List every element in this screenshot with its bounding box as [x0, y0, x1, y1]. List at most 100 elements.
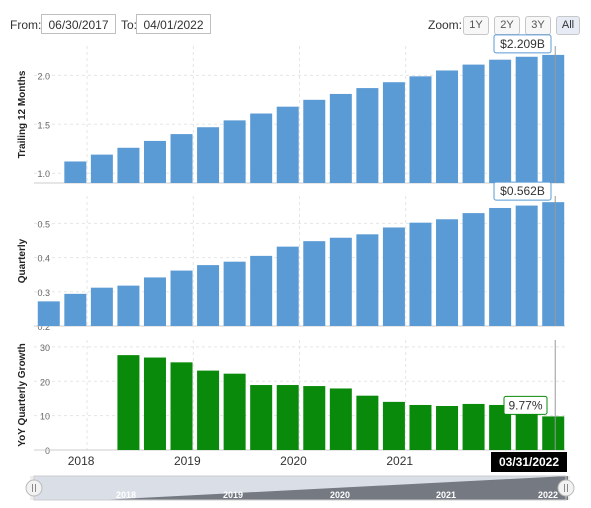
bar[interactable]: [542, 54, 565, 183]
value-tooltip: $2.209B: [493, 34, 552, 54]
bar[interactable]: [223, 373, 246, 450]
y-tick-label: 30: [40, 343, 50, 353]
bar[interactable]: [329, 388, 352, 450]
y-tick-label: 2.0: [37, 71, 50, 81]
bar[interactable]: [90, 154, 113, 183]
bar[interactable]: [409, 222, 432, 326]
bar[interactable]: [382, 401, 405, 450]
y-tick-label: 0.3: [37, 288, 50, 298]
bar[interactable]: [117, 147, 140, 183]
zoom-all-button[interactable]: All: [556, 16, 580, 35]
to-date-input[interactable]: 04/01/2022: [136, 14, 211, 34]
bar[interactable]: [223, 120, 246, 183]
y-tick-label: 20: [40, 377, 50, 387]
bar[interactable]: [197, 127, 220, 183]
zoom-label: Zoom:: [428, 18, 463, 32]
bar[interactable]: [37, 301, 60, 326]
date-tooltip-text: 03/31/2022: [499, 455, 559, 469]
y-tick-label: 0.4: [37, 254, 50, 264]
bar[interactable]: [515, 205, 538, 326]
y-axis-title: Quarterly: [17, 238, 28, 283]
tooltip-box: [493, 181, 552, 201]
tooltip-box: [503, 395, 548, 415]
navigator-right-handle[interactable]: [557, 479, 575, 497]
bar[interactable]: [64, 293, 87, 326]
bar[interactable]: [170, 134, 193, 183]
tooltip-value: $0.562B: [500, 184, 545, 198]
bar[interactable]: [197, 265, 220, 326]
bar[interactable]: [489, 59, 512, 184]
tooltip-box: [493, 34, 552, 54]
from-date-input[interactable]: 06/30/2017: [41, 14, 116, 34]
bar[interactable]: [303, 386, 326, 450]
bar[interactable]: [409, 404, 432, 450]
navigator-left-handle[interactable]: [25, 479, 43, 497]
bar[interactable]: [329, 93, 352, 183]
handle-knob[interactable]: [557, 479, 575, 497]
date-tooltip-box: [491, 452, 567, 472]
y-tick-label: 1.5: [37, 120, 50, 130]
panel-3: 0 10 20 30 YoY Quarterly Growth: [17, 340, 565, 456]
bar[interactable]: [117, 285, 140, 326]
handle-knob[interactable]: [25, 479, 43, 497]
bar[interactable]: [542, 416, 565, 450]
bar[interactable]: [489, 404, 512, 450]
bar[interactable]: [489, 207, 512, 326]
navigator-year-label: 2021: [436, 490, 456, 500]
bar[interactable]: [143, 357, 166, 450]
bar[interactable]: [356, 234, 379, 326]
bar[interactable]: [329, 237, 352, 326]
bar[interactable]: [515, 56, 538, 184]
bar[interactable]: [436, 70, 459, 183]
bar[interactable]: [382, 227, 405, 326]
y-tick-label: 0.5: [37, 219, 50, 229]
bar[interactable]: [276, 246, 299, 326]
bar[interactable]: [250, 255, 273, 326]
bar[interactable]: [143, 277, 166, 326]
zoom-1y-button[interactable]: 1Y: [463, 16, 489, 35]
y-axis-title: Trailing 12 Months: [17, 70, 28, 158]
panel-1: 1.0 1.5 2.0 Trailing 12 Months: [17, 46, 565, 184]
bar[interactable]: [515, 408, 538, 450]
bar[interactable]: [462, 64, 485, 183]
bar[interactable]: [276, 385, 299, 450]
bar[interactable]: [409, 76, 432, 183]
bar[interactable]: [542, 202, 565, 326]
y-tick-label: 0: [45, 446, 50, 456]
bar[interactable]: [356, 395, 379, 450]
bar[interactable]: [170, 362, 193, 450]
bar[interactable]: [90, 287, 113, 326]
bar[interactable]: [436, 219, 459, 326]
navigator-year-label: 2019: [223, 490, 243, 500]
bar[interactable]: [143, 140, 166, 183]
to-label: To:: [121, 18, 138, 32]
bar[interactable]: [170, 270, 193, 326]
value-tooltip: 9.77%: [503, 395, 548, 415]
bar[interactable]: [197, 370, 220, 450]
y-axis-title: YoY Quarterly Growth: [17, 343, 28, 447]
bar[interactable]: [303, 99, 326, 183]
panel-2: 0.2 0.3 0.4 0.5 Quarterly: [17, 196, 565, 332]
bar[interactable]: [250, 113, 273, 183]
toolbar: From: 06/30/2017 To: 04/01/2022 Zoom: 1Y…: [0, 0, 591, 40]
bar[interactable]: [462, 213, 485, 326]
bar[interactable]: [303, 241, 326, 326]
tooltip-value: 9.77%: [508, 398, 542, 412]
bar[interactable]: [223, 261, 246, 326]
bar[interactable]: [64, 161, 87, 183]
bar[interactable]: [250, 385, 273, 450]
y-tick-label: 1.0: [37, 169, 50, 179]
y-tick-label: 0.2: [37, 322, 50, 332]
date-tooltip: 03/31/2022: [491, 452, 567, 472]
bar[interactable]: [462, 403, 485, 450]
navigator-year-label: 2018: [116, 490, 136, 500]
bar[interactable]: [382, 82, 405, 183]
navigator-year-label: 2022: [538, 490, 558, 500]
bar[interactable]: [436, 406, 459, 450]
bar[interactable]: [276, 106, 299, 183]
x-tick-label: 2020: [280, 454, 307, 468]
bar[interactable]: [117, 355, 140, 450]
bar[interactable]: [356, 88, 379, 183]
x-tick-label: 2019: [174, 454, 201, 468]
